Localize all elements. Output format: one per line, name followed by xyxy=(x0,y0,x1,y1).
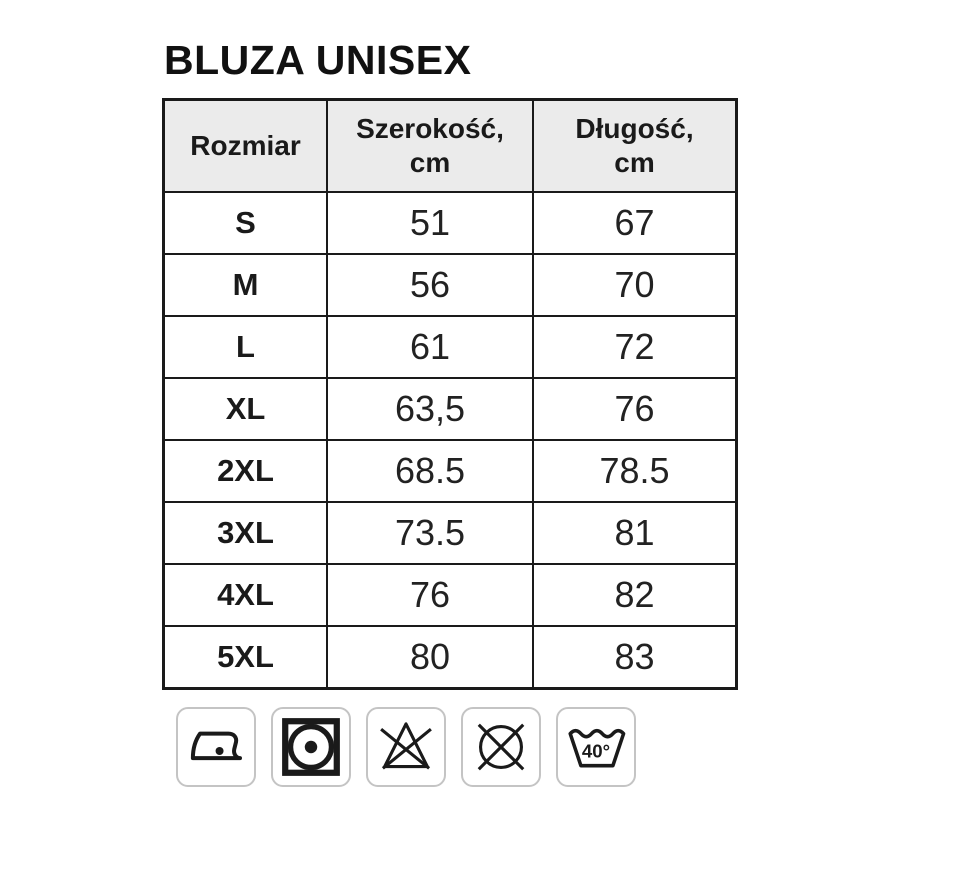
care-box-tumble-dry xyxy=(271,707,351,788)
width-cell: 76 xyxy=(326,563,534,628)
length-cell: 70 xyxy=(532,253,738,318)
width-cell: 73.5 xyxy=(326,501,534,566)
header-length-line1: Długość, xyxy=(575,112,694,144)
size-cell: L xyxy=(162,315,328,380)
width-cell: 56 xyxy=(326,253,534,318)
width-cell: 63,5 xyxy=(326,377,534,442)
length-cell: 82 xyxy=(532,563,738,628)
table-row: 2XL 68.5 78.5 xyxy=(162,439,738,504)
length-cell: 72 xyxy=(532,315,738,380)
header-size-column: Rozmiar xyxy=(162,98,328,194)
width-cell: 61 xyxy=(326,315,534,380)
table-row: S 51 67 xyxy=(162,191,738,256)
wash-40-icon: 40° xyxy=(568,728,626,768)
do-not-bleach-icon xyxy=(380,722,432,770)
size-cell: 5XL xyxy=(162,625,328,690)
header-width-column: Szerokość, cm xyxy=(326,98,534,194)
length-cell: 78.5 xyxy=(532,439,738,504)
width-cell: 80 xyxy=(326,625,534,690)
size-table-body: S 51 67 M 56 70 L 61 72 XL 63,5 76 xyxy=(162,191,738,690)
size-table-header: Rozmiar Szerokość, cm Długość, cm xyxy=(162,98,738,194)
size-chart-content: BLUZA UNISEX Rozmiar Szerokość, cm Długo… xyxy=(162,37,762,788)
header-length-column: Długość, cm xyxy=(532,98,738,194)
table-row: 5XL 80 83 xyxy=(162,625,738,690)
care-box-iron xyxy=(176,707,256,788)
do-not-dry-clean-icon xyxy=(477,723,525,771)
table-row: 3XL 73.5 81 xyxy=(162,501,738,566)
header-length-line2: cm xyxy=(614,147,655,179)
width-cell: 51 xyxy=(326,191,534,256)
care-box-do-not-dry-clean xyxy=(461,707,541,788)
length-cell: 67 xyxy=(532,191,738,256)
size-table: Rozmiar Szerokość, cm Długość, cm S 51 xyxy=(162,98,738,691)
width-cell: 68.5 xyxy=(326,439,534,504)
care-icons-row: 40° xyxy=(176,707,762,788)
header-row: Rozmiar Szerokość, cm Długość, cm xyxy=(162,98,738,194)
length-cell: 83 xyxy=(532,625,738,690)
size-cell: M xyxy=(162,253,328,318)
header-size-label: Rozmiar xyxy=(190,130,301,162)
iron-low-icon xyxy=(190,731,242,761)
header-width-line2: cm xyxy=(409,147,451,179)
table-row: M 56 70 xyxy=(162,253,738,318)
length-cell: 81 xyxy=(532,501,738,566)
wash-temperature-label: 40° xyxy=(582,741,610,762)
header-width-line1: Szerokość, xyxy=(356,112,504,144)
size-cell: 4XL xyxy=(162,563,328,628)
table-row: 4XL 76 82 xyxy=(162,563,738,628)
care-box-do-not-bleach xyxy=(366,707,446,788)
page-title: BLUZA UNISEX xyxy=(164,37,472,83)
table-row: L 61 72 xyxy=(162,315,738,380)
care-box-wash-40: 40° xyxy=(556,707,636,788)
size-cell: S xyxy=(162,191,328,256)
size-cell: 2XL xyxy=(162,439,328,504)
table-row: XL 63,5 76 xyxy=(162,377,738,442)
length-cell: 76 xyxy=(532,377,738,442)
size-cell: 3XL xyxy=(162,501,328,566)
tumble-dry-icon xyxy=(282,718,340,776)
size-cell: XL xyxy=(162,377,328,442)
